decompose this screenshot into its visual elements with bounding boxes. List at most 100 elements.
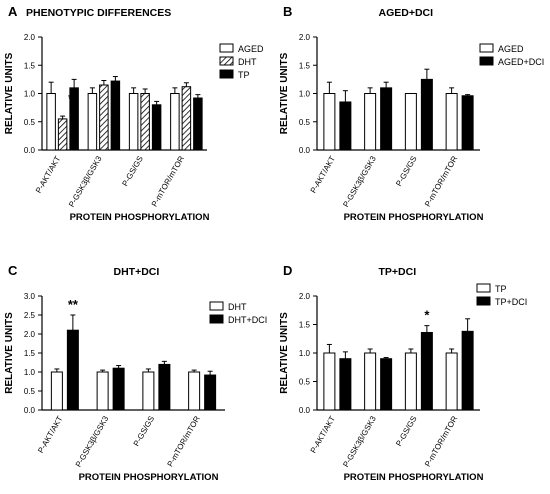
x-axis-label: PROTEIN PHOSPHORYLATION bbox=[344, 212, 484, 223]
bar bbox=[181, 86, 192, 151]
legend-swatch bbox=[209, 301, 224, 311]
bar bbox=[142, 371, 155, 411]
legend-label: TP+DCI bbox=[495, 297, 527, 307]
legend-label: TP bbox=[238, 70, 250, 80]
bar bbox=[204, 374, 217, 411]
bar bbox=[170, 93, 180, 151]
bar bbox=[420, 78, 433, 151]
chart-title: DHT+DCI bbox=[114, 266, 160, 278]
y-tick-label: 2.0 bbox=[299, 33, 311, 42]
y-tick-label: 1.0 bbox=[299, 90, 311, 99]
legend-swatch bbox=[209, 314, 224, 324]
y-tick-label: 0.0 bbox=[24, 406, 36, 415]
x-tick-label: P-GSK3β/GSK3 bbox=[341, 154, 378, 209]
x-tick-label: P-AKT/AKT bbox=[34, 154, 63, 194]
bar bbox=[364, 93, 377, 151]
bar bbox=[445, 93, 458, 151]
bar bbox=[193, 97, 203, 151]
x-tick-label: P-mTOR/mTOR bbox=[423, 154, 459, 208]
bar bbox=[380, 358, 393, 411]
bar bbox=[404, 352, 417, 411]
x-tick-label: P-mTOR/mTOR bbox=[423, 414, 459, 468]
panel-letter: B bbox=[283, 4, 292, 19]
bar bbox=[461, 330, 474, 411]
bar bbox=[110, 80, 121, 151]
x-tick-label: P-mTOR/mTOR bbox=[166, 414, 202, 468]
legend-swatch bbox=[479, 56, 494, 66]
y-tick-label: 0.0 bbox=[299, 406, 311, 415]
bar bbox=[188, 371, 201, 411]
x-axis-label: PROTEIN PHOSPHORYLATION bbox=[70, 212, 210, 223]
legend-swatch bbox=[479, 43, 494, 53]
legend-label: AGED bbox=[238, 44, 264, 54]
x-tick-label: P-mTOR/mTOR bbox=[150, 154, 186, 208]
bar bbox=[87, 93, 98, 151]
bar bbox=[445, 352, 458, 411]
bar bbox=[128, 93, 139, 151]
y-tick-label: 0.5 bbox=[24, 387, 36, 396]
y-tick-label: 2.0 bbox=[24, 330, 36, 339]
y-tick-label: 2.0 bbox=[299, 292, 311, 301]
legend-swatch bbox=[219, 69, 234, 79]
bar bbox=[323, 352, 336, 411]
y-tick-label: 2.0 bbox=[24, 33, 36, 42]
bar bbox=[158, 363, 171, 411]
legend-label: AGED+DCI bbox=[498, 57, 544, 67]
y-axis-label: RELATIVE UNITS bbox=[4, 52, 15, 134]
x-axis-label: PROTEIN PHOSPHORYLATION bbox=[79, 472, 219, 483]
y-axis-label: RELATIVE UNITS bbox=[4, 312, 15, 394]
legend-swatch bbox=[219, 43, 234, 53]
bar bbox=[50, 371, 63, 411]
chart-panel-a: A PHENOTYPIC DIFFERENCES 0.0 0.5 1.0 1.5 2.0 RE… bbox=[4, 4, 264, 223]
x-tick-label: P-GSK3β/GSK3 bbox=[67, 154, 104, 209]
x-tick-label: P-GSK3β/GSK3 bbox=[74, 414, 111, 469]
x-tick-label: P-GSK3β/GSK3 bbox=[341, 414, 378, 469]
x-tick-label: P-GS/GS bbox=[132, 415, 156, 448]
y-axis-label: RELATIVE UNITS bbox=[279, 52, 290, 134]
chart-panel-d: D TP+DCI 0.0 0.5 1.0 1.5 2.0 RELATIVE UNITS P-AK… bbox=[279, 263, 527, 483]
significance-marker: * bbox=[68, 91, 74, 106]
bar bbox=[112, 367, 125, 411]
chart-panel-c: C DHT+DCI 0.0 0.5 1.0 1.5 2.0 2.5 3.0 RELATIVE UN… bbox=[4, 263, 267, 483]
x-tick-label: P-GS/GS bbox=[120, 155, 144, 188]
x-tick-label: P-GS/GS bbox=[394, 415, 418, 448]
bar bbox=[339, 101, 352, 151]
legend-swatch bbox=[476, 296, 491, 306]
y-tick-label: 1.5 bbox=[24, 61, 36, 70]
legend-swatch bbox=[476, 283, 491, 293]
bar bbox=[151, 104, 162, 151]
legend-label: TP bbox=[495, 284, 507, 294]
bar bbox=[66, 329, 79, 411]
y-tick-label: 0.5 bbox=[299, 378, 311, 387]
chart-title: TP+DCI bbox=[379, 266, 417, 278]
bar bbox=[323, 93, 336, 151]
y-tick-label: 1.0 bbox=[299, 349, 311, 358]
y-tick-label: 1.0 bbox=[24, 368, 36, 377]
bar bbox=[46, 93, 56, 151]
y-tick-label: 1.5 bbox=[299, 321, 311, 330]
panel-letter: D bbox=[283, 263, 292, 278]
y-tick-label: 1.5 bbox=[24, 349, 36, 358]
y-tick-label: 1.0 bbox=[24, 90, 36, 99]
bar bbox=[404, 93, 417, 151]
y-tick-label: 0.5 bbox=[299, 118, 311, 127]
chart-title: AGED+DCI bbox=[379, 7, 434, 19]
legend-swatch bbox=[219, 56, 234, 66]
x-tick-label: P-GS/GS bbox=[394, 155, 418, 188]
bar bbox=[96, 371, 109, 411]
y-tick-label: 1.5 bbox=[299, 61, 311, 70]
bar bbox=[140, 93, 150, 151]
y-tick-label: 0.5 bbox=[24, 118, 36, 127]
y-axis-label: RELATIVE UNITS bbox=[279, 312, 290, 394]
bar bbox=[380, 87, 393, 151]
panel-letter: A bbox=[8, 4, 18, 19]
bar bbox=[420, 331, 433, 411]
significance-marker: ** bbox=[68, 297, 79, 312]
chart-panel-b: B AGED+DCI 0.0 0.5 1.0 1.5 2.0 RELATIVE UNITS P-… bbox=[279, 4, 544, 223]
bar bbox=[99, 84, 109, 151]
x-tick-label: P-AKT/AKT bbox=[309, 154, 338, 194]
legend-label: AGED bbox=[498, 44, 524, 54]
x-tick-label: P-AKT/AKT bbox=[36, 414, 65, 454]
legend-label: DHT+DCI bbox=[228, 315, 267, 325]
